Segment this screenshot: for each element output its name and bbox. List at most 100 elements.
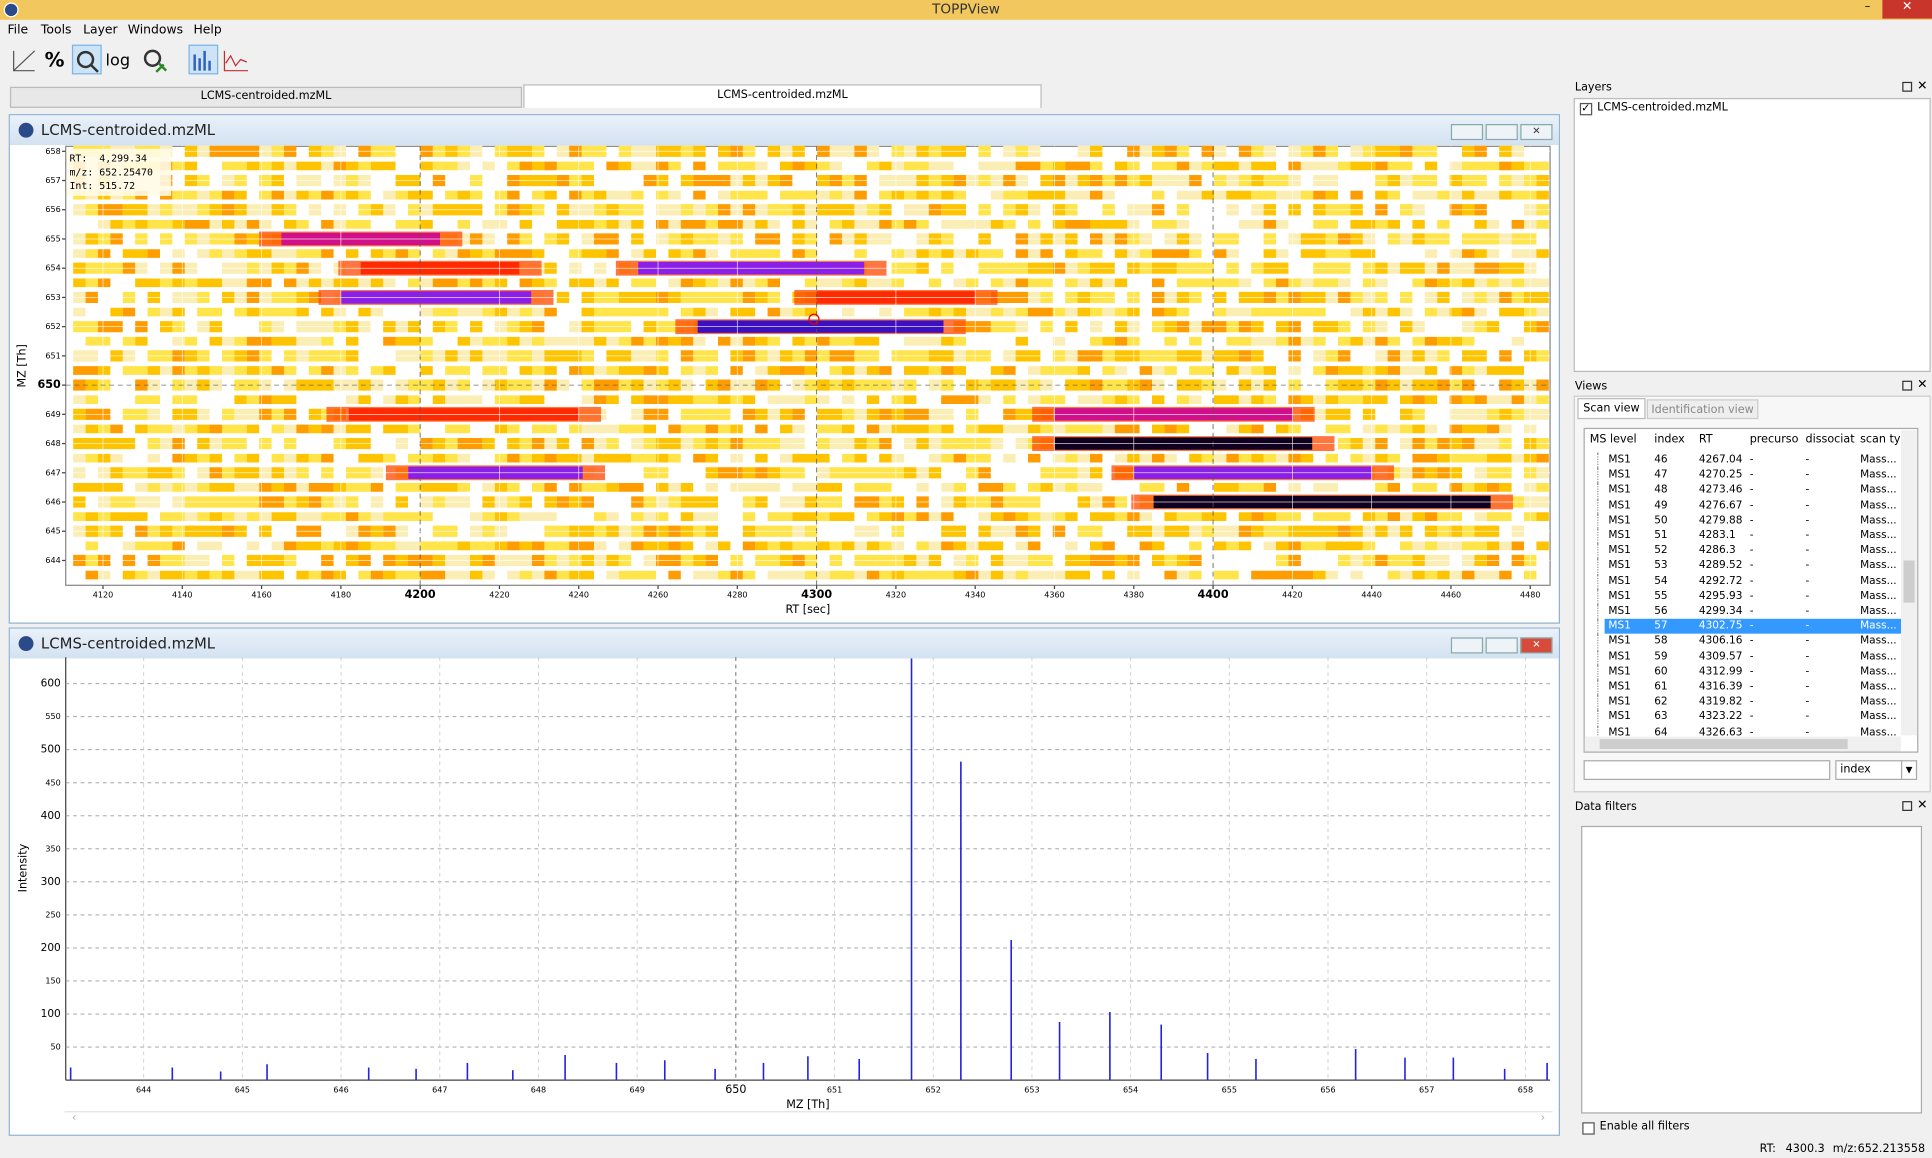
table-cell[interactable]: - — [1749, 468, 1754, 482]
table-cell[interactable]: - — [1805, 514, 1810, 527]
table-cell[interactable]: MS1 — [1608, 514, 1631, 527]
table-cell[interactable]: 4309.57 — [1698, 650, 1743, 663]
table-cell[interactable]: Mass... — [1860, 665, 1897, 679]
sub-window-close[interactable]: ✕ — [1520, 124, 1553, 141]
table-cell[interactable]: 47 — [1654, 468, 1668, 482]
table-cell[interactable]: 4286.3 — [1698, 544, 1736, 558]
table-cell[interactable]: - — [1805, 544, 1810, 558]
menu-item[interactable]: Help — [193, 23, 222, 38]
table-cell[interactable]: - — [1749, 590, 1754, 603]
close-button[interactable]: ✕ — [1882, 0, 1932, 19]
table-cell[interactable]: MS1 — [1608, 544, 1631, 558]
sub-window-button[interactable] — [1450, 124, 1484, 141]
table-cell[interactable]: 62 — [1654, 695, 1668, 709]
table-cell[interactable]: Mass... — [1860, 590, 1897, 603]
table-cell[interactable]: MS1 — [1608, 711, 1631, 724]
table-cell[interactable]: MS1 — [1608, 468, 1631, 482]
table-cell[interactable]: - — [1749, 726, 1754, 739]
filters-checkbox[interactable] — [1582, 1122, 1595, 1135]
table-cell[interactable]: - — [1805, 680, 1810, 694]
table-cell[interactable]: - — [1805, 468, 1810, 482]
table-cell[interactable]: Mass... — [1860, 620, 1897, 633]
table-cell[interactable]: 4270.25 — [1698, 468, 1743, 482]
column-header[interactable]: scan ty — [1860, 434, 1901, 447]
dock-close[interactable]: ✕ — [1917, 79, 1928, 94]
table-cell[interactable]: Mass... — [1860, 559, 1897, 573]
table-cell[interactable]: 4295.93 — [1698, 590, 1743, 603]
column-header[interactable]: MS level — [1589, 434, 1637, 447]
menu-item[interactable]: Windows — [127, 23, 184, 38]
dock-float[interactable] — [1902, 801, 1913, 811]
table-cell[interactable]: - — [1805, 453, 1810, 467]
filters-label[interactable]: Enable all filters — [1599, 1121, 1690, 1134]
table-cell[interactable]: - — [1805, 711, 1810, 724]
table-cell[interactable]: 46 — [1654, 453, 1668, 467]
table-cell[interactable]: Mass... — [1860, 468, 1897, 482]
layer-name[interactable]: LCMS-centroided.mzML — [1597, 101, 1728, 115]
table-cell[interactable]: Mass... — [1860, 726, 1897, 739]
table-cell[interactable]: - — [1749, 680, 1754, 694]
table-cell[interactable]: 4323.22 — [1698, 711, 1743, 724]
table-cell[interactable]: - — [1749, 559, 1754, 573]
menu-item[interactable]: Tools — [40, 23, 72, 38]
table-cell[interactable]: 56 — [1654, 605, 1668, 618]
table-cell[interactable]: MS1 — [1608, 484, 1631, 497]
table-cell[interactable]: - — [1749, 711, 1754, 724]
table-cell[interactable]: MS1 — [1608, 695, 1631, 709]
table-cell[interactable]: Mass... — [1860, 650, 1897, 663]
table-cell[interactable]: MS1 — [1608, 559, 1631, 573]
table-cell[interactable]: 4289.52 — [1698, 559, 1743, 573]
column-header[interactable]: precurso — [1749, 434, 1799, 447]
table-cell[interactable]: - — [1805, 726, 1810, 739]
table-cell[interactable]: 55 — [1654, 590, 1668, 603]
table-cell[interactable]: 4302.75 — [1698, 620, 1743, 633]
table-cell[interactable]: - — [1805, 695, 1810, 709]
table-cell[interactable]: - — [1805, 650, 1810, 663]
table-cell[interactable]: 49 — [1654, 499, 1668, 512]
table-cell[interactable]: - — [1805, 635, 1810, 648]
table-cell[interactable]: MS1 — [1608, 635, 1631, 648]
table-cell[interactable]: - — [1805, 559, 1810, 573]
table-cell[interactable]: - — [1749, 605, 1754, 618]
table-cell[interactable]: - — [1749, 574, 1754, 588]
table-cell[interactable]: 58 — [1654, 635, 1668, 648]
table-cell[interactable]: 64 — [1654, 726, 1668, 739]
table-cell[interactable]: MS1 — [1608, 590, 1631, 603]
table-cell[interactable]: - — [1805, 484, 1810, 497]
table-cell[interactable]: MS1 — [1608, 529, 1631, 542]
table-cell[interactable]: - — [1749, 544, 1754, 558]
table-cell[interactable]: - — [1805, 574, 1810, 588]
table-cell[interactable]: Mass... — [1860, 499, 1897, 512]
table-cell[interactable]: - — [1749, 484, 1754, 497]
table-cell[interactable]: - — [1749, 650, 1754, 663]
table-cell[interactable]: MS1 — [1608, 499, 1631, 512]
menu-item[interactable]: Layer — [83, 23, 118, 38]
column-header[interactable]: dissociat — [1805, 434, 1855, 447]
layer-checkbox[interactable]: ✓ — [1579, 102, 1593, 116]
sub-window-close[interactable]: ✕ — [1520, 637, 1553, 654]
table-cell[interactable]: 4267.04 — [1698, 453, 1743, 467]
table-cell[interactable]: 4273.46 — [1698, 484, 1743, 497]
tab-active[interactable]: LCMS-centroided.mzML — [523, 84, 1042, 108]
table-cell[interactable]: - — [1749, 529, 1754, 542]
table-cell[interactable]: 59 — [1654, 650, 1668, 663]
table-cell[interactable]: 4319.82 — [1698, 695, 1743, 709]
table-cell[interactable]: - — [1805, 590, 1810, 603]
table-cell[interactable]: - — [1749, 453, 1754, 467]
view-tab[interactable]: Identification view — [1646, 399, 1759, 420]
dropdown-arrow[interactable]: ▼ — [1900, 761, 1916, 779]
table-cell[interactable]: MS1 — [1608, 453, 1631, 467]
table-cell[interactable]: 4283.1 — [1698, 529, 1736, 542]
table-cell[interactable]: MS1 — [1608, 680, 1631, 694]
table-cell[interactable]: 4276.67 — [1698, 499, 1743, 512]
view-tab-active[interactable]: Scan view — [1577, 398, 1646, 420]
tab[interactable]: LCMS-centroided.mzML — [9, 86, 523, 108]
minimize-button[interactable]: – — [1864, 1, 1871, 14]
table-cell[interactable]: MS1 — [1608, 620, 1631, 633]
table-cell[interactable]: 61 — [1654, 680, 1668, 694]
table-cell[interactable]: - — [1805, 620, 1810, 633]
table-cell[interactable]: Mass... — [1860, 453, 1897, 467]
table-cell[interactable]: - — [1749, 514, 1754, 527]
table-cell[interactable]: 4299.34 — [1698, 605, 1743, 618]
table-cell[interactable]: - — [1749, 499, 1754, 512]
